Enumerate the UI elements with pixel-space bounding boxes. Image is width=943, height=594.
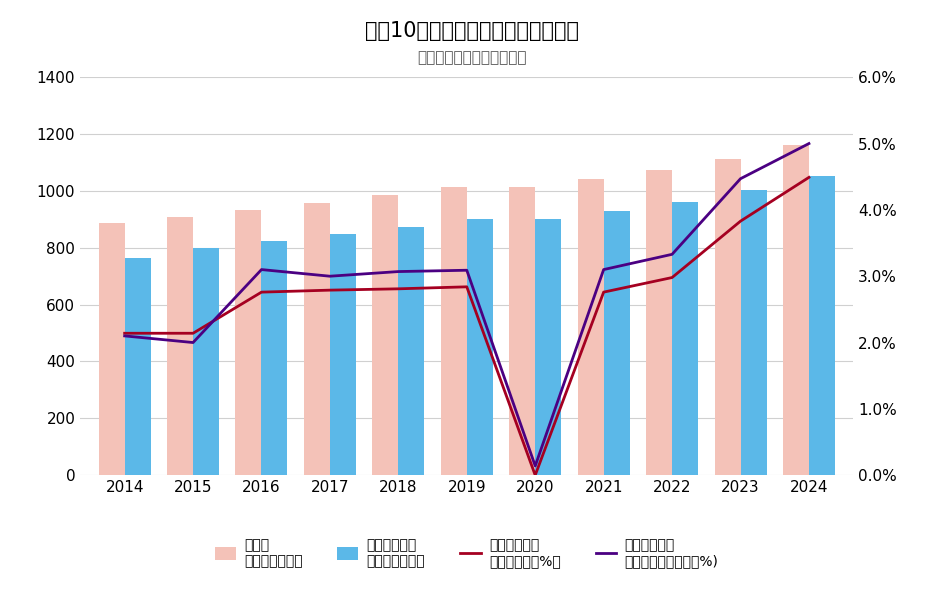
Bar [646,170,672,475]
Text: 過去10年間における最低賃金の変化: 過去10年間における最低賃金の変化 [365,21,578,41]
Bar [578,179,604,475]
Bar [672,202,698,475]
Bar [193,248,219,475]
Bar [99,223,124,475]
Bar [372,195,398,475]
Bar [440,187,467,475]
Bar [167,217,193,475]
Text: （全国加重平均・東京都）: （全国加重平均・東京都） [417,50,526,65]
Bar [236,210,261,475]
Bar [783,144,809,475]
Legend: 東京都
最低賃金（円）, 全国加重平均
最低賃金（円）, 東京都前年比
引き上げ率（%）, 全国加重平均
前年比引き上げ率（%): 東京都 最低賃金（円）, 全国加重平均 最低賃金（円）, 東京都前年比 引き上げ… [215,538,719,568]
Bar [536,219,561,475]
Bar [715,159,740,475]
Bar [509,187,536,475]
Bar [124,258,151,475]
Bar [467,219,493,475]
Bar [809,176,835,475]
Bar [330,234,356,475]
Bar [304,203,330,475]
Bar [261,241,288,475]
Bar [604,211,630,475]
Bar [740,190,767,475]
Bar [398,227,424,475]
